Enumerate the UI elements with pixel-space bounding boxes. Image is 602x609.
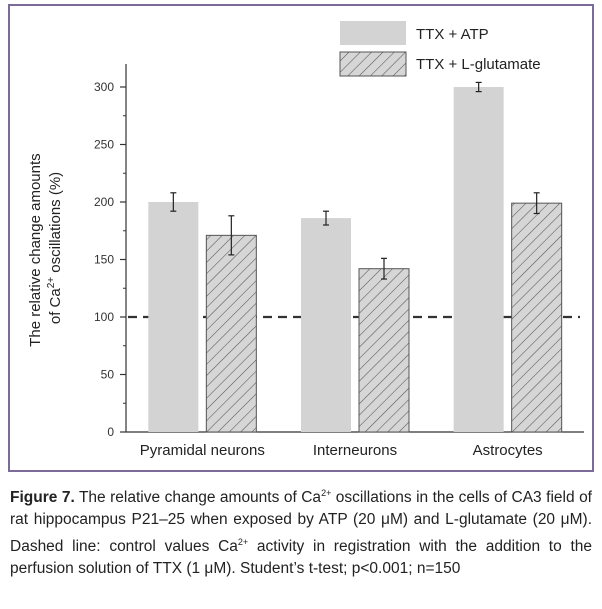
- y-axis-title-sup: 2+: [46, 277, 57, 289]
- bar-chart: The relative change amounts of Ca2+ osci…: [27, 21, 584, 459]
- y-tick-label-200: 200: [94, 195, 114, 209]
- bar-glutamate-0: [205, 234, 257, 433]
- category-labels: Pyramidal neurons Interneurons Astrocytes: [140, 442, 543, 459]
- caption-label: Figure 7.: [10, 489, 75, 507]
- figure-caption: Figure 7. The relative change amounts of…: [10, 482, 592, 580]
- y-axis-title-line2-post: oscillations (%): [47, 172, 64, 277]
- legend-label-atp: TTX + ATP: [416, 26, 489, 43]
- legend-swatch-glutamate: [339, 51, 407, 77]
- caption-text-3: activity in registration with the additi…: [10, 538, 592, 578]
- category-label-2: Astrocytes: [473, 442, 543, 459]
- bar-atp-1: [301, 218, 351, 432]
- y-tick-label-100: 100: [94, 310, 114, 324]
- caption-sup-2: 2+: [237, 537, 249, 548]
- error-bars: [170, 81, 540, 280]
- caption-text-1: The relative change amounts of Ca: [74, 489, 322, 507]
- category-label-0: Pyramidal neurons: [140, 442, 265, 459]
- y-tick-label-0: 0: [107, 425, 114, 439]
- y-tick-label-250: 250: [94, 138, 114, 152]
- y-axis-title-line2-pre: of Ca: [47, 288, 64, 325]
- category-label-1: Interneurons: [313, 442, 397, 459]
- caption-sup-1: 2+: [321, 488, 332, 498]
- figure-frame: The relative change amounts of Ca2+ osci…: [8, 4, 594, 472]
- y-axis-title-line1: The relative change amounts: [27, 153, 44, 346]
- legend-label-glutamate: TTX + L-glutamate: [416, 56, 541, 73]
- bar-glutamate-1: [358, 268, 410, 433]
- bars: [148, 87, 563, 433]
- y-axis-title: The relative change amounts of Ca2+ osci…: [27, 149, 64, 347]
- bar-atp-2: [453, 87, 504, 432]
- y-ticks: 0 50 100 150 200 250 300: [94, 80, 126, 439]
- legend-swatch-atp: [340, 21, 406, 45]
- y-tick-label-50: 50: [101, 368, 115, 382]
- bar-glutamate-2: [511, 202, 563, 433]
- y-tick-label-150: 150: [94, 253, 114, 267]
- legend: TTX + ATP TTX + L-glutamate: [339, 21, 541, 77]
- bar-atp-0: [148, 202, 199, 432]
- y-tick-label-300: 300: [94, 80, 114, 94]
- caption-text-2: oscillations in the cells of CA3 field o…: [10, 489, 592, 556]
